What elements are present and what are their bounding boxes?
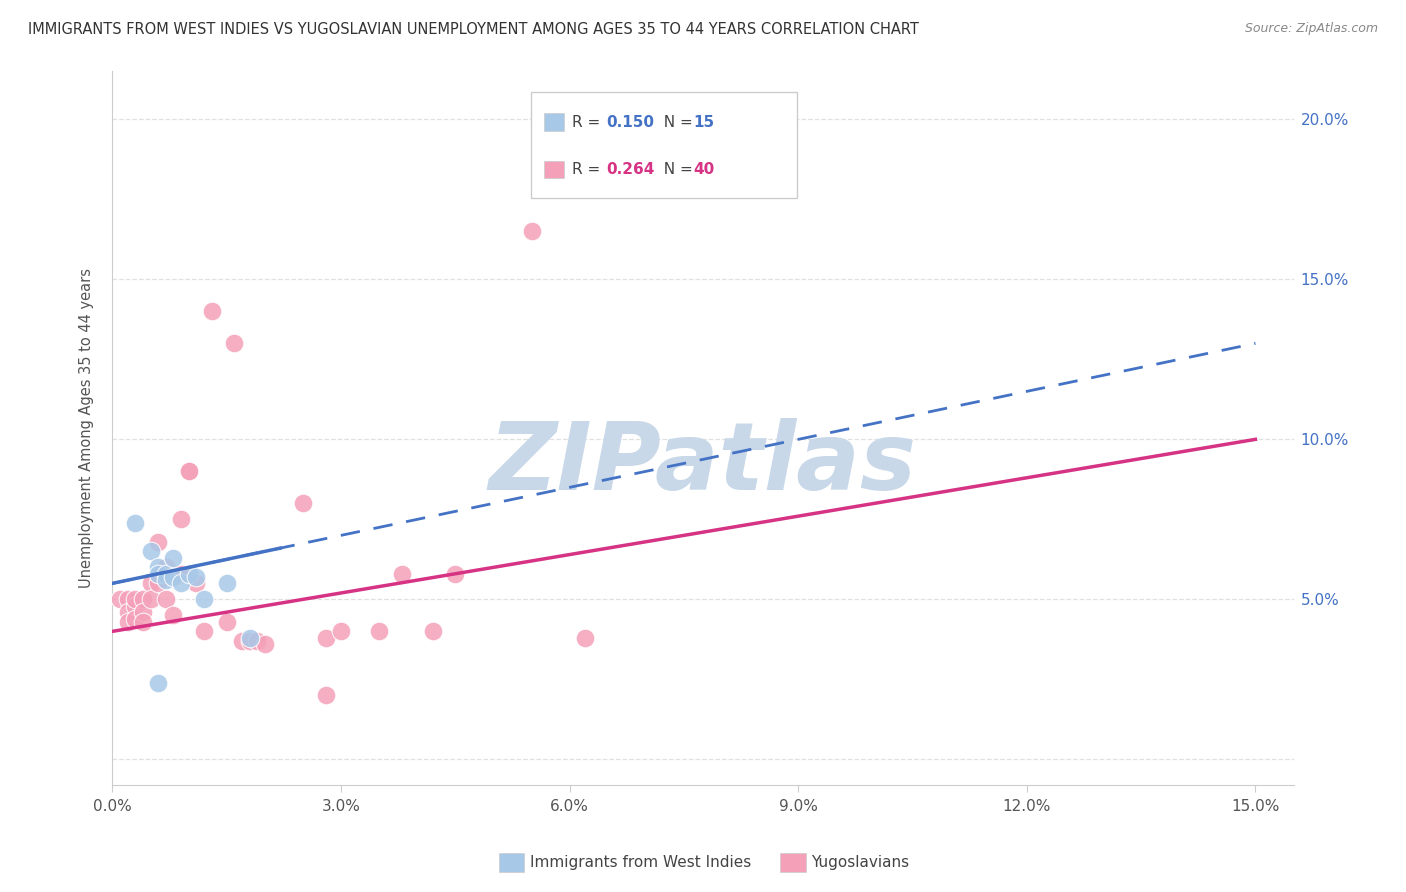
Point [186, 576, 208, 591]
Text: Immigrants from West Indies: Immigrants from West Indies [530, 855, 751, 870]
Point [162, 608, 184, 623]
Point [177, 566, 200, 581]
Point [246, 634, 269, 648]
Point [315, 631, 337, 645]
Point [155, 592, 177, 607]
Point [162, 550, 184, 565]
Point [117, 605, 139, 619]
Point [148, 675, 170, 690]
Point [215, 576, 238, 591]
Point [239, 631, 262, 645]
Point [170, 576, 193, 591]
Text: 40: 40 [693, 162, 714, 177]
Point [239, 634, 262, 648]
Point [170, 512, 193, 526]
Point [520, 224, 543, 238]
Point [224, 336, 246, 351]
Point [124, 611, 146, 625]
Point [186, 570, 208, 584]
Point [148, 576, 170, 591]
Text: Yugoslavians: Yugoslavians [811, 855, 910, 870]
Text: 15: 15 [693, 115, 714, 129]
Point [124, 592, 146, 607]
Text: N =: N = [654, 162, 697, 177]
Text: ZIPatlas: ZIPatlas [489, 417, 917, 510]
Point [330, 624, 353, 639]
Point [155, 560, 177, 574]
Y-axis label: Unemployment Among Ages 35 to 44 years: Unemployment Among Ages 35 to 44 years [79, 268, 94, 588]
Point [253, 637, 276, 651]
Point [422, 624, 444, 639]
Text: N =: N = [654, 115, 697, 129]
Point [155, 566, 177, 581]
Point [291, 496, 314, 510]
Point [139, 544, 162, 558]
Point [139, 576, 162, 591]
Point [139, 592, 162, 607]
Point [124, 599, 146, 613]
Point [108, 592, 131, 607]
Text: IMMIGRANTS FROM WEST INDIES VS YUGOSLAVIAN UNEMPLOYMENT AMONG AGES 35 TO 44 YEAR: IMMIGRANTS FROM WEST INDIES VS YUGOSLAVI… [28, 22, 920, 37]
Point [231, 634, 253, 648]
Text: R =: R = [572, 162, 606, 177]
Point [148, 560, 170, 574]
Point [177, 464, 200, 478]
Point [170, 566, 193, 581]
Point [132, 605, 155, 619]
Point [444, 566, 467, 581]
Point [162, 570, 184, 584]
Point [193, 592, 215, 607]
Point [177, 464, 200, 478]
Point [117, 592, 139, 607]
Point [215, 615, 238, 629]
Point [574, 631, 596, 645]
Point [132, 592, 155, 607]
Point [124, 516, 146, 530]
Point [315, 689, 337, 703]
Text: 0.150: 0.150 [606, 115, 654, 129]
Text: Source: ZipAtlas.com: Source: ZipAtlas.com [1244, 22, 1378, 36]
Point [368, 624, 391, 639]
Point [148, 566, 170, 581]
Point [132, 615, 155, 629]
Point [117, 615, 139, 629]
Text: 0.264: 0.264 [606, 162, 654, 177]
Point [391, 566, 413, 581]
Point [148, 534, 170, 549]
Text: R =: R = [572, 115, 606, 129]
Point [193, 624, 215, 639]
Point [200, 304, 222, 318]
Point [155, 573, 177, 587]
